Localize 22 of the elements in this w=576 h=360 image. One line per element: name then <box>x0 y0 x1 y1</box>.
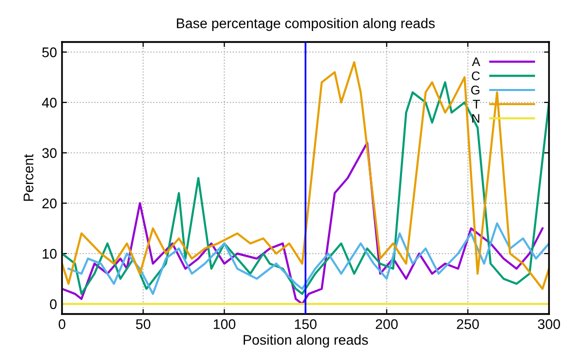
x-tick-label: 300 <box>538 319 560 330</box>
legend-label: T <box>472 100 480 109</box>
x-tick-label: 50 <box>136 319 150 330</box>
y-tick-label: 50 <box>42 47 57 58</box>
x-tick-label: 150 <box>294 319 317 330</box>
y-tick-label: 40 <box>42 98 57 108</box>
x-tick-label: 0 <box>58 319 66 330</box>
x-tick-label: 250 <box>456 319 479 330</box>
line-series <box>67 222 549 295</box>
x-axis-title: Position along reads <box>244 334 368 348</box>
y-tick-label: 30 <box>42 148 57 158</box>
y-tick-label: 0 <box>50 299 57 310</box>
legend-label: G <box>471 86 480 94</box>
y-tick-label: 20 <box>42 198 57 208</box>
x-tick-label: 200 <box>376 319 398 330</box>
x-tick-label: 100 <box>214 319 236 330</box>
y-axis-title: Percent <box>24 154 34 201</box>
legend-label: C <box>472 71 480 80</box>
chart-title: Base percentage composition along reads <box>176 18 435 31</box>
line-series <box>62 142 544 305</box>
legend-label: A <box>472 57 480 66</box>
y-tick-label: 10 <box>42 248 57 259</box>
